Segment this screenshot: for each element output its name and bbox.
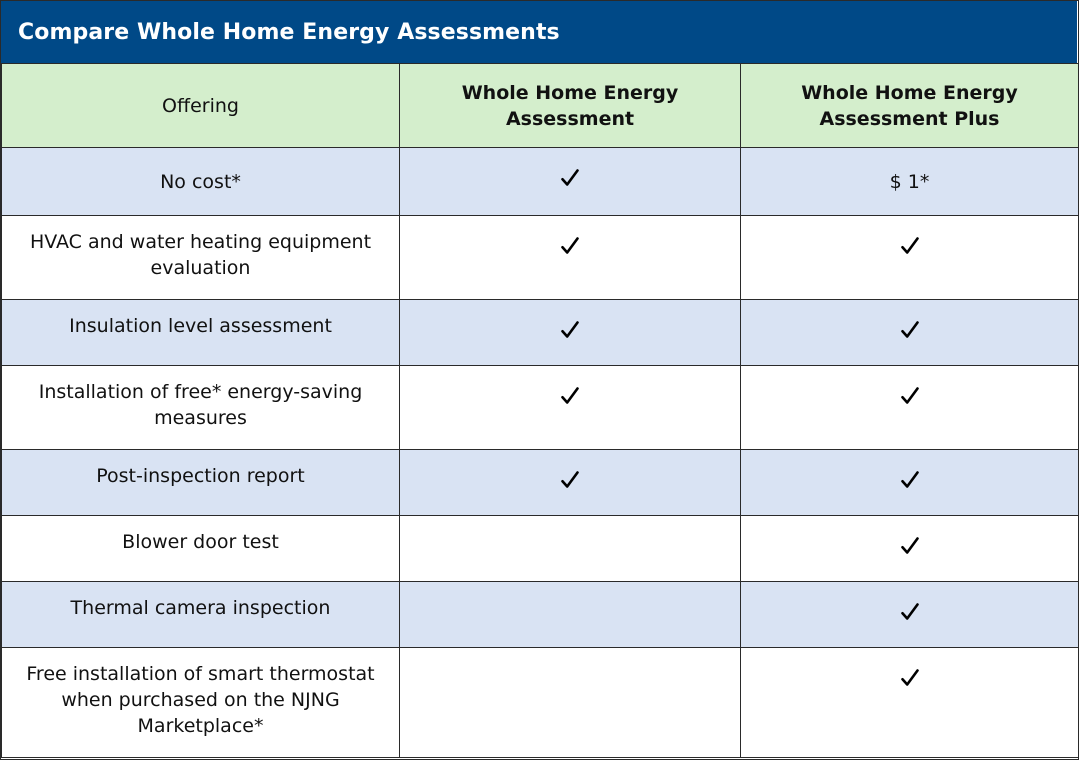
assessment-plus-cell [740,299,1079,366]
table-row: HVAC and water heating equipment evaluat… [1,215,1079,300]
table-row: No cost* $ 1* [1,147,1079,216]
assessment-plus-cell [740,581,1079,648]
check-icon [560,386,580,406]
check-icon [900,536,920,556]
check-icon [560,470,580,490]
check-icon [900,386,920,406]
assessment-plus-cell [740,215,1079,300]
assessment-cell [399,365,741,450]
empty-cell [399,647,741,758]
offering-label: No cost* [1,147,400,216]
offering-label: Free installation of smart thermostat wh… [1,647,400,758]
offering-label: HVAC and water heating equipment evaluat… [1,215,400,300]
check-icon [900,668,920,688]
offering-label: Blower door test [1,515,400,582]
assessment-cell [399,299,741,366]
comparison-table: Offering Whole Home Energy Assessment Wh… [1,63,1079,758]
check-icon [560,168,580,188]
assessment-cell [399,215,741,300]
assessment-plus-cell: $ 1* [740,147,1079,216]
assessment-plus-cell [740,449,1079,516]
check-icon [560,320,580,340]
check-icon [900,602,920,622]
assessment-cell [399,147,741,216]
offering-label: Post-inspection report [1,449,400,516]
check-icon [900,320,920,340]
header-offering: Offering [1,63,400,148]
check-icon [560,236,580,256]
table-row: Thermal camera inspection [1,581,1079,648]
table-row: Installation of free* energy-saving meas… [1,365,1079,450]
header-assessment-plus: Whole Home Energy Assessment Plus [740,63,1079,148]
header-row: Offering Whole Home Energy Assessment Wh… [1,63,1079,148]
assessment-plus-cell [740,515,1079,582]
empty-cell [399,581,741,648]
header-assessment: Whole Home Energy Assessment [399,63,741,148]
check-icon [900,236,920,256]
assessment-plus-cell [740,647,1079,758]
offering-label: Thermal camera inspection [1,581,400,648]
table-row: Insulation level assessment [1,299,1079,366]
table-title: Compare Whole Home Energy Assessments [1,1,1077,63]
empty-cell [399,515,741,582]
offering-label: Installation of free* energy-saving meas… [1,365,400,450]
assessment-plus-cell [740,365,1079,450]
assessment-cell [399,449,741,516]
cost-value: $ 1* [889,170,930,193]
table-row: Free installation of smart thermostat wh… [1,647,1079,758]
check-icon [900,470,920,490]
table-row: Post-inspection report [1,449,1079,516]
offering-label: Insulation level assessment [1,299,400,366]
table-row: Blower door test [1,515,1079,582]
